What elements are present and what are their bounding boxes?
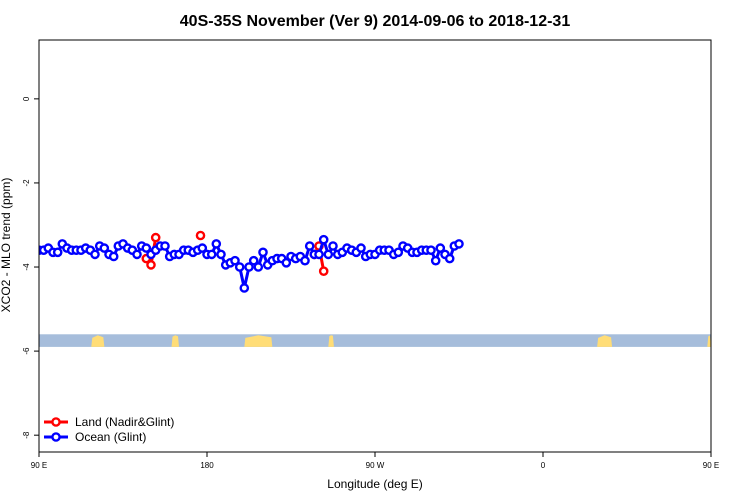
data-point: [253, 262, 264, 272]
x-axis-label: Longitude (deg E): [327, 477, 422, 491]
data-point: [248, 255, 259, 266]
data-point: [356, 243, 366, 253]
data-point: [234, 262, 245, 272]
data-point: [328, 241, 338, 251]
data-point: [323, 249, 334, 260]
x-tick-label: 90 W: [366, 461, 385, 470]
data-point: [454, 239, 464, 249]
chart-title: 40S-35S November (Ver 9) 2014-09-06 to 2…: [180, 13, 571, 30]
data-point: [314, 249, 324, 260]
legend-marker: [51, 432, 61, 442]
legend-label: Land (Nadir&Glint): [75, 415, 174, 429]
data-point: [216, 249, 226, 260]
y-axis: 0 -2 -4 -6 -8: [22, 96, 39, 439]
data-point: [444, 253, 455, 264]
plot-frame: [38, 39, 712, 453]
data-point: [211, 239, 222, 249]
y-axis-label: XCO2 - MLO trend (ppm): [0, 178, 13, 313]
data-point: [108, 251, 119, 262]
data-point: [258, 247, 268, 258]
data-point: [230, 255, 240, 266]
data-point: [239, 283, 250, 293]
ocean-band: [39, 334, 711, 347]
data-point: [206, 249, 217, 260]
x-tick-label: 90 E: [703, 461, 719, 470]
data-point: [435, 243, 446, 253]
x-tick-label: 180: [200, 461, 214, 470]
data-point: [90, 249, 100, 260]
land-patch: [707, 335, 711, 347]
x-axis: 90 E 180 90 W 0 90 E: [31, 452, 719, 470]
y-tick-label: 0: [22, 96, 31, 101]
y-tick-label: -4: [22, 263, 31, 271]
land-patch: [244, 335, 273, 347]
data-point: [426, 245, 436, 255]
y-tick-label: -8: [22, 431, 31, 439]
legend-label: Ocean (Glint): [75, 430, 146, 444]
land-patch: [91, 335, 105, 347]
data-point: [304, 241, 315, 251]
data-point: [195, 230, 206, 241]
series-ocean: [39, 234, 464, 293]
data-point: [300, 255, 310, 266]
data-point: [244, 262, 254, 272]
data-point: [197, 243, 208, 253]
land-patch: [171, 335, 179, 347]
legend-marker: [51, 417, 61, 427]
legend: Land (Nadir&Glint)Ocean (Glint): [44, 415, 174, 444]
y-tick-label: -2: [22, 179, 31, 187]
data-point: [141, 243, 152, 253]
x-tick-label: 0: [541, 461, 546, 470]
data-point: [132, 249, 142, 260]
land-patch: [328, 335, 334, 347]
land-patch: [597, 335, 613, 347]
data-point: [150, 232, 161, 243]
data-point: [160, 241, 170, 251]
x-tick-label: 90 E: [31, 461, 47, 470]
data-point: [99, 243, 110, 253]
data-point: [281, 257, 292, 268]
data-point: [393, 247, 404, 258]
plot-area: [39, 230, 711, 347]
data-point: [318, 266, 329, 277]
data-point: [52, 247, 63, 258]
data-point: [146, 260, 156, 270]
y-tick-label: -6: [22, 347, 31, 355]
data-point: [430, 255, 441, 266]
data-point: [318, 234, 329, 245]
